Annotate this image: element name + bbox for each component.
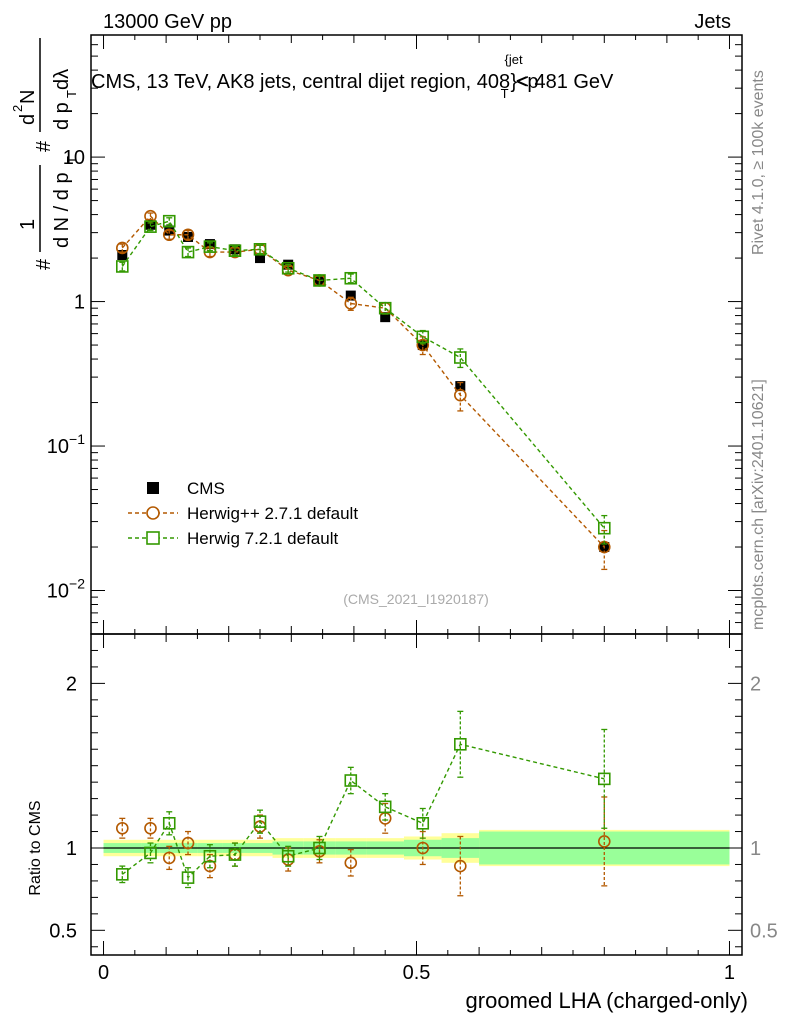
legend-label: CMS: [187, 479, 225, 498]
data-point-herwigpp: [416, 338, 430, 352]
data-point-herwig7: [378, 301, 392, 315]
legend-label: Herwig++ 2.7.1 default: [187, 504, 358, 523]
y-tick-label: 10−1: [47, 431, 85, 458]
legend-marker-cms: [147, 482, 159, 494]
data-point-herwig7: [203, 240, 217, 253]
data-point-cms: [455, 381, 466, 392]
y-tick-label: 2: [66, 673, 77, 695]
ylabel-num2: d: [17, 114, 39, 125]
data-point-herwig7: [115, 868, 129, 881]
data-point-herwig7: [162, 817, 176, 830]
data-point-herwig7: [281, 261, 295, 275]
y-tick-label: 0.5: [49, 920, 77, 942]
data-point-herwigpp: [454, 388, 467, 402]
main-ylabel: # 1 d N / d p T # d 2 N d p T dλ: [10, 38, 79, 270]
header-right: Jets: [694, 11, 731, 33]
legend-label: Herwig 7.2.1 default: [187, 529, 338, 548]
data-point-herwig7: [454, 351, 467, 364]
data-point-herwigpp: [115, 821, 129, 835]
analysis-id: (CMS_2021_I1920187): [343, 591, 489, 607]
main-panel: 10−2 10−1 1 10 CMS Herwig++ 2.7.1 default Herw…: [47, 34, 743, 635]
y-tick-label-right: 2: [750, 673, 761, 695]
data-point-herwig7: [597, 521, 611, 535]
ylabel-den1: d N / d p: [51, 172, 73, 248]
data-point-herwig7: [115, 260, 129, 273]
data-point-cms: [380, 312, 391, 323]
data-point-herwigpp: [454, 859, 467, 873]
data-point-herwig7: [253, 243, 267, 256]
data-point-herwig7: [228, 848, 242, 861]
ylabel-num2-b: N: [17, 90, 39, 104]
data-point-herwig7: [228, 244, 242, 257]
data-point-herwigpp: [344, 856, 358, 870]
mcplots-label: mcplots.cern.ch [arXiv:2401.10621]: [750, 379, 767, 630]
ylabel-den2-c: dλ: [51, 69, 73, 90]
plot-title-suffix: }< 481 GeV: [511, 71, 615, 93]
data-point-herwig7: [344, 774, 358, 787]
data-point-herwig7: [181, 871, 195, 884]
x-tick-label: 0.5: [403, 962, 431, 984]
data-point-herwig7: [597, 772, 611, 786]
ratio-ylabel: Ratio to CMS: [27, 800, 44, 895]
data-point-herwig7: [454, 737, 467, 751]
y-tick-label: 10−2: [47, 576, 85, 603]
data-point-herwig7: [144, 220, 157, 233]
ylabel-den2-sub: T: [64, 90, 79, 98]
data-point-cms: [117, 250, 128, 261]
ylabel-hash2: #: [33, 140, 55, 152]
y-tick-label: 1: [74, 292, 85, 314]
plot-title-prefix: CMS, 13 TeV, AK8 jets, central dijet reg…: [91, 71, 539, 93]
ylabel-den2: d p: [51, 102, 73, 130]
data-point-cms: [345, 290, 356, 301]
axes-frame: [90, 633, 743, 956]
data-point-herwig7: [253, 815, 267, 828]
data-point-herwig7: [203, 849, 217, 863]
data-point-herwig7: [313, 274, 326, 287]
y-tick-label: 10: [63, 147, 85, 169]
data-point-herwigpp: [344, 297, 358, 310]
plot-title: CMS, 13 TeV, AK8 jets, central dijet reg…: [91, 52, 614, 101]
ratio-xlabel: groomed LHA (charged-only): [466, 988, 748, 1013]
legend: CMS Herwig++ 2.7.1 default Herwig 7.2.1 de…: [128, 479, 358, 548]
header-left: 13000 GeV pp: [103, 11, 232, 33]
x-tick-label: 1: [724, 962, 735, 984]
data-point-herwigpp: [144, 821, 157, 835]
rivet-label: Rivet 4.1.0, ≥ 100k events: [750, 70, 767, 255]
ylabel-hash1: #: [33, 258, 55, 270]
data-point-herwig7: [162, 214, 176, 228]
data-point-herwigpp: [162, 228, 176, 242]
data-point-herwig7: [281, 849, 295, 863]
data-point-herwigpp: [597, 835, 611, 848]
data-point-herwig7: [344, 271, 358, 285]
y-tick-label-right: 0.5: [750, 920, 778, 942]
data-point-cms: [255, 253, 266, 264]
legend-marker-herwigpp: [146, 506, 160, 520]
ylabel-num1: 1: [17, 219, 39, 230]
data-point-herwig7: [416, 330, 430, 344]
data-point-herwig7: [144, 846, 157, 860]
series-line: [121, 743, 605, 879]
y-tick-label: 1: [66, 838, 77, 860]
plot-title-sub: T: [501, 86, 509, 101]
ratio-panel: 0 0.5 1 0.5 0.5 1 1 2 2: [49, 633, 778, 984]
data-point-herwigpp: [181, 836, 195, 850]
data-point-herwig7: [181, 245, 195, 259]
data-point-herwig7: [416, 817, 430, 830]
legend-marker-herwig7: [146, 531, 160, 545]
x-tick-label: 0: [98, 962, 109, 984]
data-point-herwigpp: [416, 841, 430, 855]
data-point-herwigpp: [115, 241, 129, 255]
data-point-herwig7: [378, 800, 392, 814]
data-point-herwigpp: [162, 851, 176, 865]
plot-title-sup: {jet: [505, 52, 523, 67]
data-point-herwigpp: [181, 228, 195, 242]
ylabel-den1-sub: T: [64, 156, 79, 164]
y-tick-label-right: 1: [750, 838, 761, 860]
data-point-herwig7: [313, 841, 326, 855]
ylabel-num2-sup: 2: [10, 105, 25, 112]
